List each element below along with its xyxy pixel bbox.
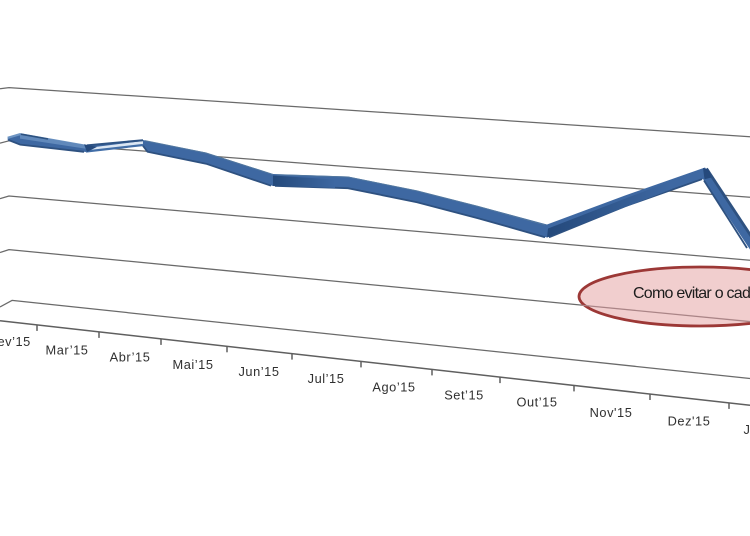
svg-text:Como evitar o cadastro: Como evitar o cadastro: [633, 285, 750, 302]
svg-text:Ago’15: Ago’15: [372, 380, 415, 395]
svg-text:Fev’15: Fev’15: [0, 334, 31, 349]
svg-text:Nov'15: Nov'15: [590, 405, 633, 420]
svg-text:Mai’15: Mai’15: [173, 357, 214, 372]
svg-text:Jan'16: Jan'16: [744, 422, 750, 437]
svg-text:Jul’15: Jul’15: [308, 371, 345, 386]
svg-text:Jun’15: Jun’15: [238, 364, 279, 379]
svg-text:Dez'15: Dez'15: [668, 413, 711, 428]
svg-text:Set’15: Set’15: [444, 388, 484, 403]
svg-text:Abr’15: Abr’15: [110, 350, 151, 365]
svg-text:Out’15: Out’15: [516, 395, 557, 410]
svg-text:Mar’15: Mar’15: [46, 343, 89, 358]
